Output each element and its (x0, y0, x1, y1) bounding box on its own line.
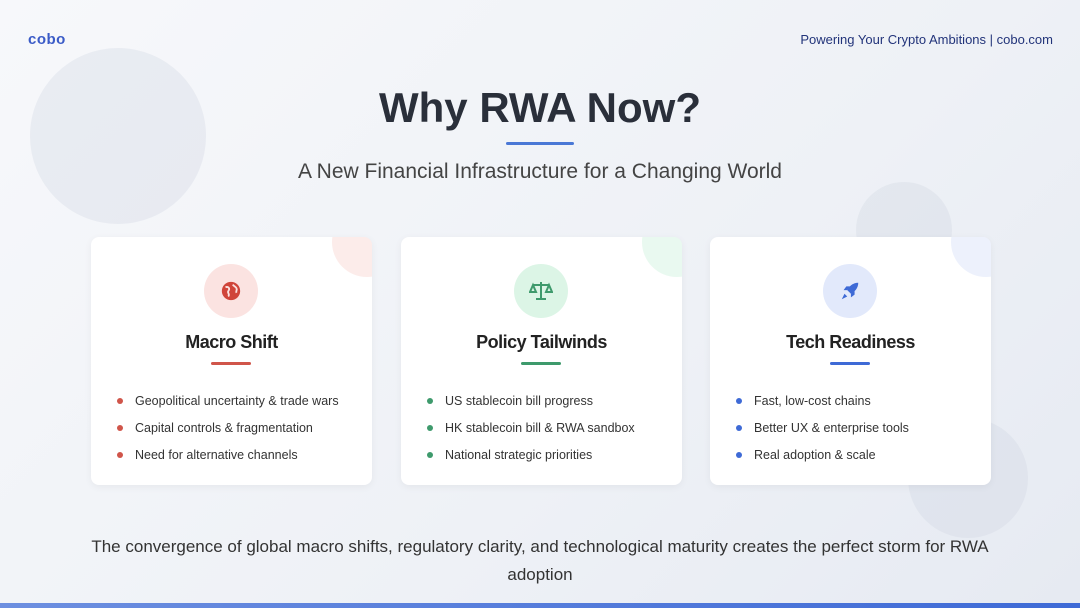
card-decor (332, 237, 372, 277)
list-item: Need for alternative channels (117, 441, 339, 468)
page-subtitle: A New Financial Infrastructure for a Cha… (297, 160, 782, 183)
card-title: Macro Shift (185, 332, 278, 352)
card-tech-readiness: Tech Readiness Fast, low-cost chains Bet… (710, 237, 991, 485)
bullet-text: Need for alternative channels (135, 447, 298, 462)
list-item: Better UX & enterprise tools (736, 414, 909, 441)
card-title: Policy Tailwinds (476, 332, 607, 352)
footer-statement: The convergence of global macro shifts, … (91, 537, 989, 584)
bullet-dot (427, 451, 433, 458)
decor-circle (30, 48, 206, 224)
header-tagline[interactable]: Powering Your Crypto Ambitions | cobo.co… (800, 32, 1053, 47)
bullet-text: Geopolitical uncertainty & trade wars (135, 393, 339, 408)
bullet-text: National strategic priorities (445, 447, 593, 462)
list-item: Real adoption & scale (736, 441, 909, 468)
bullet-list: Geopolitical uncertainty & trade wars Ca… (117, 387, 339, 468)
list-item: Fast, low-cost chains (736, 387, 909, 414)
bullet-dot (736, 397, 742, 404)
card-macro-shift: Macro Shift Geopolitical uncertainty & t… (91, 237, 372, 485)
list-item: National strategic priorities (427, 441, 635, 468)
page-title: Why RWA Now? (379, 84, 701, 131)
bullet-dot (736, 451, 742, 458)
list-item: HK stablecoin bill & RWA sandbox (427, 414, 635, 441)
bullet-text: Capital controls & fragmentation (135, 420, 313, 435)
globe-icon (204, 264, 258, 318)
bullet-text: Real adoption & scale (754, 447, 876, 462)
bullet-dot (427, 424, 433, 431)
bottom-accent-bar (0, 603, 1080, 608)
bullet-text: Better UX & enterprise tools (754, 420, 909, 435)
card-title: Tech Readiness (786, 332, 915, 352)
list-item: US stablecoin bill progress (427, 387, 635, 414)
list-item: Capital controls & fragmentation (117, 414, 339, 441)
card-underline (521, 362, 561, 365)
card-decor (951, 237, 991, 277)
scale-icon (514, 264, 568, 318)
cobo-logo: cobo (28, 31, 66, 48)
card-policy-tailwinds: Policy Tailwinds US stablecoin bill prog… (401, 237, 682, 485)
card-underline (830, 362, 870, 365)
bullet-dot (117, 451, 123, 458)
card-underline (211, 362, 251, 365)
bullet-text: HK stablecoin bill & RWA sandbox (445, 420, 635, 435)
list-item: Geopolitical uncertainty & trade wars (117, 387, 339, 414)
card-decor (642, 237, 682, 277)
bullet-list: Fast, low-cost chains Better UX & enterp… (736, 387, 909, 468)
title-underline (506, 142, 574, 145)
bullet-dot (117, 397, 123, 404)
bullet-text: Fast, low-cost chains (754, 393, 871, 408)
rocket-icon (823, 264, 877, 318)
bullet-dot (117, 424, 123, 431)
bullet-dot (736, 424, 742, 431)
bullet-list: US stablecoin bill progress HK stablecoi… (427, 387, 635, 468)
bullet-text: US stablecoin bill progress (445, 393, 593, 408)
bullet-dot (427, 397, 433, 404)
